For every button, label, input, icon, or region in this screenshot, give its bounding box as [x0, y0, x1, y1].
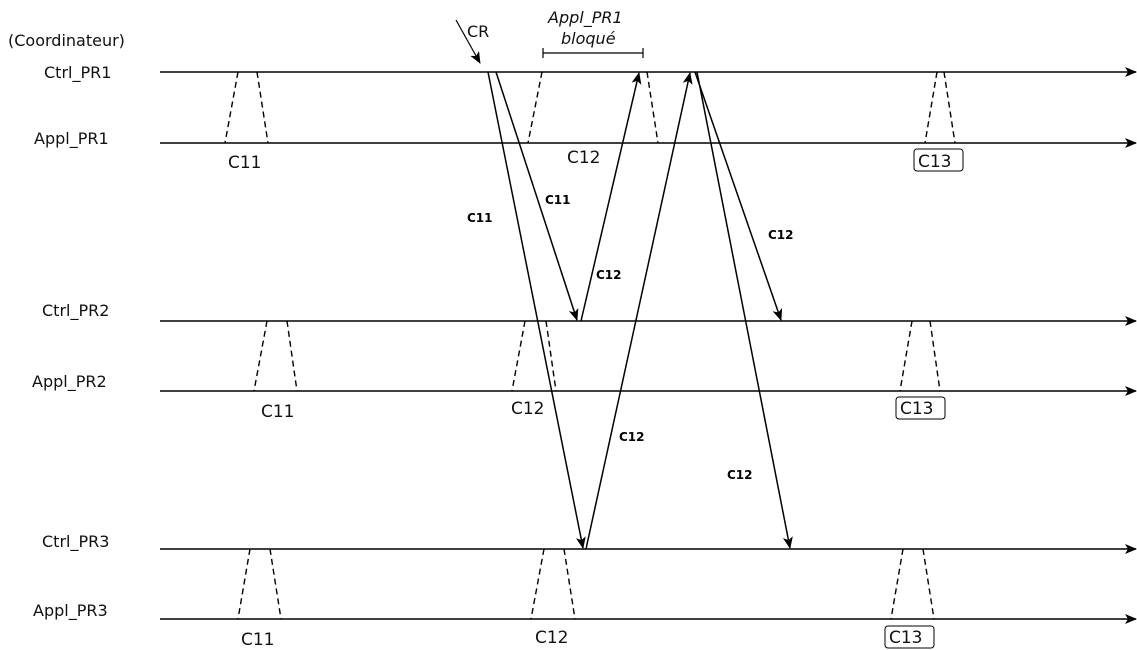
checkpoint-marker: [224, 71, 239, 144]
process-label-ctrl-pr1: Ctrl_PR1: [44, 63, 111, 83]
checkpoint-marker: [527, 71, 543, 144]
message-arrow-c11-ctrl1-ctrl2: [495, 71, 579, 321]
message-arrow-c12-ctrl2-ctrl1: [580, 72, 642, 322]
message-arrow-c12-ctrl1-ctrl2: [694, 71, 783, 321]
message-arrow-c11-ctrl1-ctrl3: [487, 71, 586, 549]
process-label-appl-pr3: Appl_PR3: [33, 601, 108, 621]
blocked-label-line2: bloqué: [561, 29, 616, 48]
blocked-annotation: Appl_PR1 bloqué: [542, 8, 644, 58]
checkpoint-label: C11: [228, 153, 262, 173]
checkpoint-label: C12: [567, 148, 601, 168]
checkpoint-label: C12: [511, 399, 545, 419]
cr-annotation: CR: [455, 19, 489, 64]
process-label-ctrl-pr2: Ctrl_PR2: [42, 301, 109, 321]
cr-arrow: [455, 19, 481, 64]
message-labels: C11 C11 C12 C12 C12 C12: [467, 193, 794, 482]
checkpoint-label-box: [913, 148, 964, 172]
checkpoint-marker: [890, 548, 904, 620]
checkpoint-marker: [922, 548, 935, 620]
checkpoint-markers: [224, 71, 956, 620]
checkpoint-label-box: [895, 396, 946, 420]
timelines: [160, 67, 1137, 624]
message-label: C11: [545, 193, 571, 207]
checkpoint-labels: C11 C12 C13 C11 C12 C13 C11 C12 C13: [228, 148, 964, 650]
checkpoint-label-box: [884, 625, 935, 649]
checkpoint-label: C13: [918, 152, 952, 172]
checkpoint-marker: [256, 71, 269, 144]
blocked-label-line1: Appl_PR1: [547, 8, 623, 28]
checkpoint-marker: [530, 548, 545, 620]
message-label: C12: [727, 468, 753, 482]
process-label-ctrl-pr3: Ctrl_PR3: [42, 532, 109, 552]
checkpoint-label: C13: [889, 628, 923, 648]
checkpoint-marker: [929, 320, 941, 392]
checkpoint-label: C12: [535, 628, 569, 648]
process-label-appl-pr1: Appl_PR1: [34, 129, 109, 149]
message-label: C12: [619, 430, 645, 444]
message-arrow-c12-ctrl1-ctrl3: [696, 71, 793, 549]
message-label: C12: [768, 228, 794, 242]
process-labels: Ctrl_PR1 Appl_PR1 Ctrl_PR2 Appl_PR2 Ctrl…: [32, 63, 111, 621]
checkpoint-marker: [253, 320, 268, 392]
checkpoint-marker: [943, 71, 956, 144]
checkpoint-label: C11: [261, 402, 295, 422]
process-label-appl-pr2: Appl_PR2: [32, 372, 107, 392]
message-label: C12: [596, 268, 622, 282]
checkpoint-label: C13: [900, 399, 934, 419]
checkpoint-marker: [269, 548, 282, 620]
message-label: C11: [467, 211, 493, 225]
cr-label: CR: [467, 22, 489, 41]
messages: [487, 71, 793, 550]
checkpoint-label: C11: [241, 630, 275, 650]
checkpoint-marker: [545, 320, 557, 392]
coordinator-note: (Coordinateur): [8, 31, 125, 50]
checkpoint-marker: [646, 71, 659, 144]
checkpoint-marker: [237, 548, 251, 620]
checkpoint-marker: [563, 548, 576, 620]
checkpoint-marker: [924, 71, 938, 144]
checkpoint-marker: [511, 320, 526, 392]
checkpoint-marker: [899, 320, 913, 392]
checkpoint-marker: [286, 320, 298, 392]
message-arrow-c12-ctrl3-ctrl1: [585, 72, 693, 550]
